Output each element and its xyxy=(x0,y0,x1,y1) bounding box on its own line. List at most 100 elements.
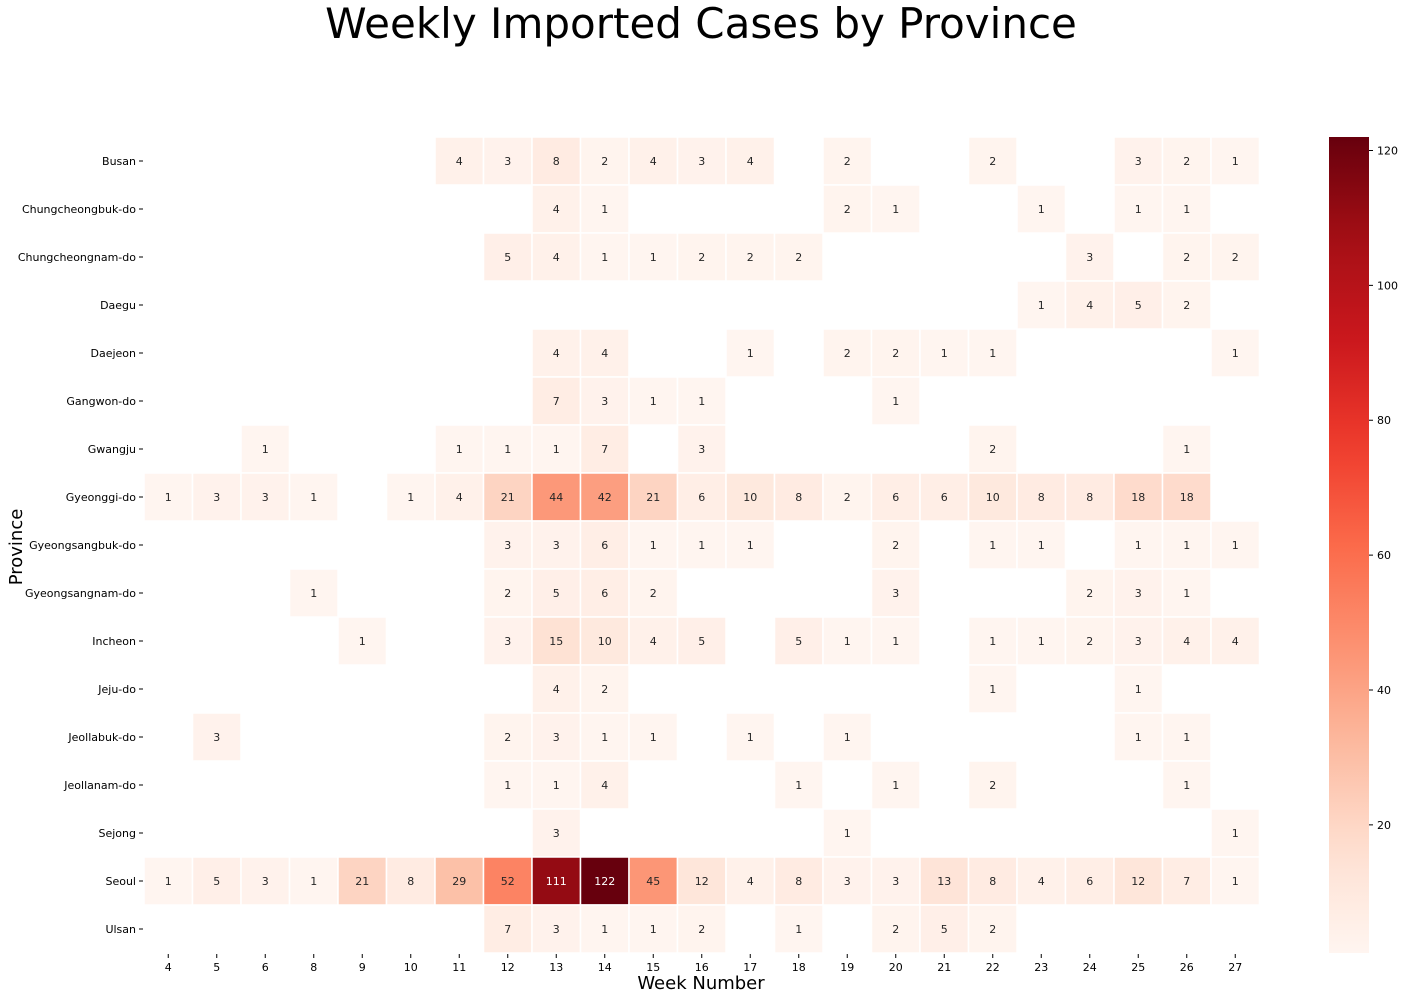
cell-value-label: 10 xyxy=(743,491,757,504)
cell-value-label: 4 xyxy=(601,779,608,792)
cell-value-label: 5 xyxy=(698,635,705,648)
cell-value-label: 1 xyxy=(1038,635,1045,648)
cell-value-label: 7 xyxy=(1183,875,1190,888)
cell-value-label: 6 xyxy=(1086,875,1093,888)
y-tick-labels: Busan Chungcheongbuk-do Chungcheongnam-do D… xyxy=(18,155,143,936)
x-tick-label: 16 xyxy=(695,961,709,974)
heatmap-cell xyxy=(822,328,873,378)
cell-value-label: 1 xyxy=(1135,731,1142,744)
heatmap-cell xyxy=(1064,616,1115,666)
cell-value-label: 3 xyxy=(553,923,560,936)
heatmap-cell xyxy=(531,376,582,426)
cell-value-label: 2 xyxy=(989,779,996,792)
cell-value-label: 5 xyxy=(941,923,948,936)
cell-value-label: 1 xyxy=(165,491,172,504)
cell-value-label: 2 xyxy=(747,251,754,264)
cell-value-label: 2 xyxy=(1183,155,1190,168)
cell-value-label: 1 xyxy=(1183,203,1190,216)
cell-value-label: 1 xyxy=(795,923,802,936)
heatmap-cell xyxy=(676,376,727,426)
cell-value-label: 3 xyxy=(892,587,899,600)
cell-value-label: 8 xyxy=(407,875,414,888)
cell-value-label: 4 xyxy=(553,347,560,360)
heatmap-cell xyxy=(1113,664,1164,714)
cell-value-label: 5 xyxy=(795,635,802,648)
heatmap-cell xyxy=(1210,616,1261,666)
heatmap-cell xyxy=(725,472,776,522)
cell-value-label: 3 xyxy=(504,155,511,168)
heatmap-cell xyxy=(288,568,339,618)
x-tick-label: 8 xyxy=(310,961,317,974)
heatmap-cell xyxy=(725,520,776,570)
heatmap-cell xyxy=(1016,616,1067,666)
y-tick-label: Jeollabuk-do xyxy=(67,731,136,744)
heatmap-cell xyxy=(773,232,824,282)
heatmap-cell xyxy=(482,568,533,618)
heatmap-cell xyxy=(531,616,582,666)
heatmap-cell xyxy=(579,568,630,618)
heatmap-cell xyxy=(773,904,824,954)
cell-value-label: 1 xyxy=(553,779,560,792)
x-tick-label: 19 xyxy=(840,961,854,974)
cell-value-label: 1 xyxy=(165,875,172,888)
cell-value-label: 122 xyxy=(594,875,615,888)
heatmap-cell xyxy=(434,136,485,186)
y-tick-label: Incheon xyxy=(92,635,136,648)
heatmap-cell xyxy=(725,712,776,762)
cell-value-label: 1 xyxy=(989,635,996,648)
cell-value-label: 2 xyxy=(892,347,899,360)
cell-value-label: 1 xyxy=(1038,299,1045,312)
heatmap-cell xyxy=(1161,472,1212,522)
cell-value-label: 1 xyxy=(262,443,269,456)
heatmap-cell xyxy=(822,712,873,762)
cell-value-label: 8 xyxy=(1038,491,1045,504)
cell-value-label: 7 xyxy=(601,443,608,456)
heatmap-cell xyxy=(531,808,582,858)
cell-value-label: 2 xyxy=(601,683,608,696)
y-tick-label: Gyeonggi-do xyxy=(66,491,136,504)
heatmap-cell xyxy=(1210,520,1261,570)
x-tick-label: 18 xyxy=(792,961,806,974)
heatmap-cell xyxy=(822,616,873,666)
cell-value-label: 8 xyxy=(989,875,996,888)
cell-value-label: 1 xyxy=(1038,539,1045,552)
cell-value-label: 44 xyxy=(549,491,563,504)
cell-value-label: 1 xyxy=(941,347,948,360)
heatmap-cell xyxy=(773,856,824,906)
cell-value-label: 1 xyxy=(1183,539,1190,552)
cell-value-label: 2 xyxy=(892,923,899,936)
heatmap-cell xyxy=(579,664,630,714)
heatmap-cell xyxy=(628,712,679,762)
heatmap-cell xyxy=(628,232,679,282)
cell-value-label: 1 xyxy=(407,491,414,504)
cell-value-label: 1 xyxy=(1183,443,1190,456)
cell-value-label: 8 xyxy=(553,155,560,168)
cell-value-label: 3 xyxy=(553,731,560,744)
cell-value-label: 1 xyxy=(1183,731,1190,744)
heatmap-cell xyxy=(482,520,533,570)
x-tick-label: 9 xyxy=(359,961,366,974)
cell-value-label: 1 xyxy=(1135,203,1142,216)
y-tick-label: Gyeongsangbuk-do xyxy=(29,539,136,552)
heatmap-cell xyxy=(870,760,921,810)
heatmap-cell xyxy=(1161,568,1212,618)
cell-value-label: 6 xyxy=(941,491,948,504)
heatmap-cell xyxy=(1113,856,1164,906)
cell-value-label: 1 xyxy=(1232,347,1239,360)
x-tick-label: 26 xyxy=(1180,961,1194,974)
cell-value-label: 2 xyxy=(989,155,996,168)
cell-value-label: 21 xyxy=(355,875,369,888)
heatmap-cell xyxy=(482,424,533,474)
cell-value-label: 3 xyxy=(504,635,511,648)
y-tick-label: Gwangju xyxy=(88,443,136,456)
cell-value-label: 1 xyxy=(1183,587,1190,600)
heatmap-cell xyxy=(870,472,921,522)
cell-value-label: 3 xyxy=(553,827,560,840)
heatmap-cell xyxy=(191,712,242,762)
cell-value-label: 12 xyxy=(695,875,709,888)
heatmap-cell xyxy=(870,904,921,954)
cell-value-label: 1 xyxy=(310,875,317,888)
cell-value-label: 1 xyxy=(747,539,754,552)
cell-value-label: 2 xyxy=(1086,635,1093,648)
